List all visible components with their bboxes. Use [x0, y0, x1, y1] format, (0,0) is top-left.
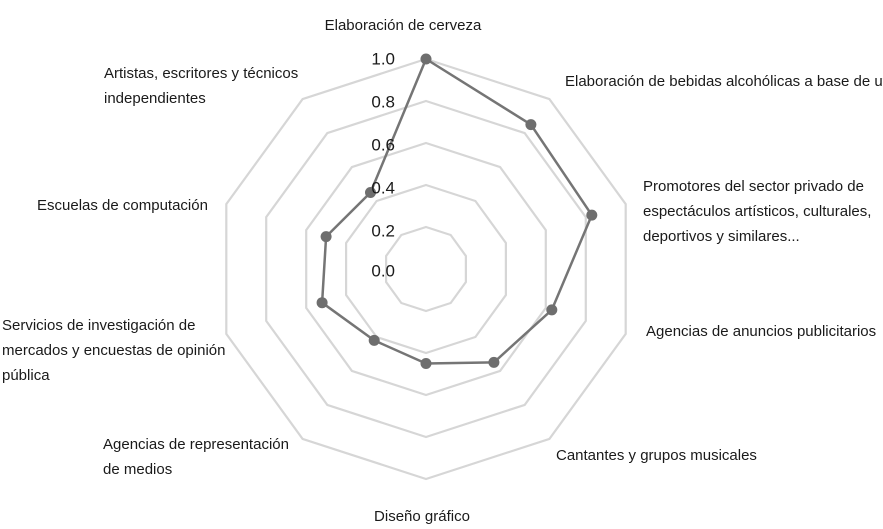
- axis-label-line: espectáculos artísticos, culturales,: [643, 203, 871, 220]
- axis-label: Elaboración de cerveza: [325, 17, 482, 34]
- axis-label-line: deportivos y similares...: [643, 228, 800, 245]
- tick-layer: 0.0 0.2 0.4 0.6 0.8 1.0: [371, 49, 395, 280]
- grid-ring: [345, 183, 507, 355]
- axis-label: Diseño gráfico: [374, 508, 470, 525]
- tick-label: 0.2: [371, 221, 395, 240]
- data-point: [525, 119, 537, 131]
- axis-label-line: Promotores del sector privado de: [643, 178, 864, 195]
- tick-label: 0.0: [371, 261, 395, 280]
- axis-label: Elaboración de bebidas alcohólicas a bas…: [565, 73, 883, 90]
- axis-label-line: Elaboración de cerveza: [325, 17, 482, 34]
- data-point: [316, 297, 328, 309]
- axis-label: Promotores del sector privado de espectác…: [643, 178, 871, 245]
- axis-label-line: Diseño gráfico: [374, 508, 470, 525]
- axis-label: Cantantes y grupos musicales: [556, 447, 757, 464]
- axis-label-line: Elaboración de bebidas alcohólicas a bas…: [565, 73, 883, 90]
- data-point: [420, 358, 432, 369]
- axis-label-line: independientes: [104, 90, 206, 107]
- axis-label-line: de medios: [103, 461, 172, 478]
- axis-label: Artistas, escritores y técnicos independi…: [104, 65, 298, 107]
- axis-label-line: Servicios de investigación de: [2, 317, 195, 334]
- axis-label: Escuelas de computación: [37, 197, 208, 214]
- axis-label-line: Agencias de representación: [103, 436, 289, 453]
- data-point: [368, 334, 380, 346]
- axis-label: Agencias de anuncios publicitarios: [646, 323, 876, 340]
- grid-ring: [305, 141, 547, 397]
- axis-label-line: pública: [2, 367, 50, 384]
- tick-label: 0.8: [371, 92, 395, 111]
- axis-label-line: Cantantes y grupos musicales: [556, 447, 757, 464]
- data-point: [488, 356, 500, 368]
- grid-ring: [385, 225, 467, 313]
- tick-label: 0.6: [371, 135, 395, 154]
- axis-label: Servicios de investigación de mercados y …: [2, 317, 225, 384]
- data-point: [546, 304, 558, 316]
- tick-label: 0.4: [371, 178, 395, 197]
- grid-layer: [225, 57, 627, 481]
- grid-ring: [265, 99, 587, 439]
- axis-label: Agencias de representación de medios: [103, 436, 289, 478]
- tick-label: 1.0: [371, 49, 395, 68]
- data-point: [420, 53, 432, 65]
- series-layer: [316, 53, 598, 369]
- axis-label-line: Escuelas de computación: [37, 197, 208, 214]
- data-point: [320, 231, 332, 243]
- axis-label-line: Agencias de anuncios publicitarios: [646, 323, 876, 340]
- axis-label-line: mercados y encuestas de opinión: [2, 342, 225, 359]
- grid-ring: [225, 57, 627, 481]
- axis-label-line: Artistas, escritores y técnicos: [104, 65, 298, 82]
- data-point: [365, 187, 376, 198]
- label-layer: Elaboración de cerveza Elaboración de beb…: [2, 17, 883, 525]
- data-point: [586, 209, 598, 221]
